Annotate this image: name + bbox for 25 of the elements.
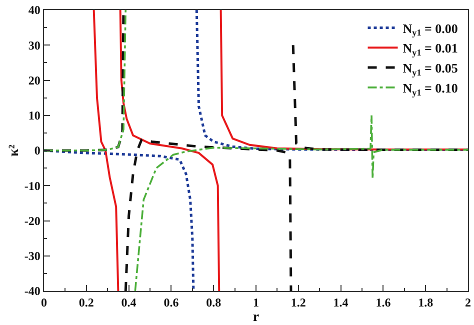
x-tick-label: 0.4	[121, 296, 136, 310]
y-tick-label: 0	[34, 144, 40, 158]
x-tick-label: 0.8	[206, 296, 222, 310]
legend-label: N$_{y1}$ = 0.10	[402, 80, 458, 98]
x-tick-label: 0.6	[164, 296, 179, 310]
x-tick-label: 2	[465, 296, 471, 310]
legend-label: N$_{y1}$ = 0.00	[402, 20, 458, 38]
x-tick-label: 1.2	[290, 296, 306, 310]
y-tick-label: 20	[28, 73, 40, 88]
x-axis-title: r	[252, 310, 260, 325]
y-tick-label: -10	[24, 178, 40, 193]
x-tick-label: 0.2	[78, 296, 94, 310]
y-tick-label: -40	[24, 284, 40, 298]
x-tick-label: 1	[253, 296, 259, 310]
legend-label: N$_{y1}$ = 0.01	[402, 40, 458, 58]
x-tick-label: 1.8	[418, 296, 434, 310]
y-tick-label: -30	[24, 249, 40, 264]
x-tick-label: 1.6	[376, 296, 391, 310]
y-tick-label: -20	[24, 214, 40, 228]
legend-label: N$_{y1}$ = 0.05	[402, 60, 458, 78]
y-axis-title: κ²	[7, 144, 22, 156]
y-tick-label: 30	[28, 38, 40, 52]
y-tick-label: 40	[28, 3, 40, 18]
x-tick-label: 1.4	[333, 296, 348, 310]
y-tick-label: 10	[28, 108, 40, 123]
